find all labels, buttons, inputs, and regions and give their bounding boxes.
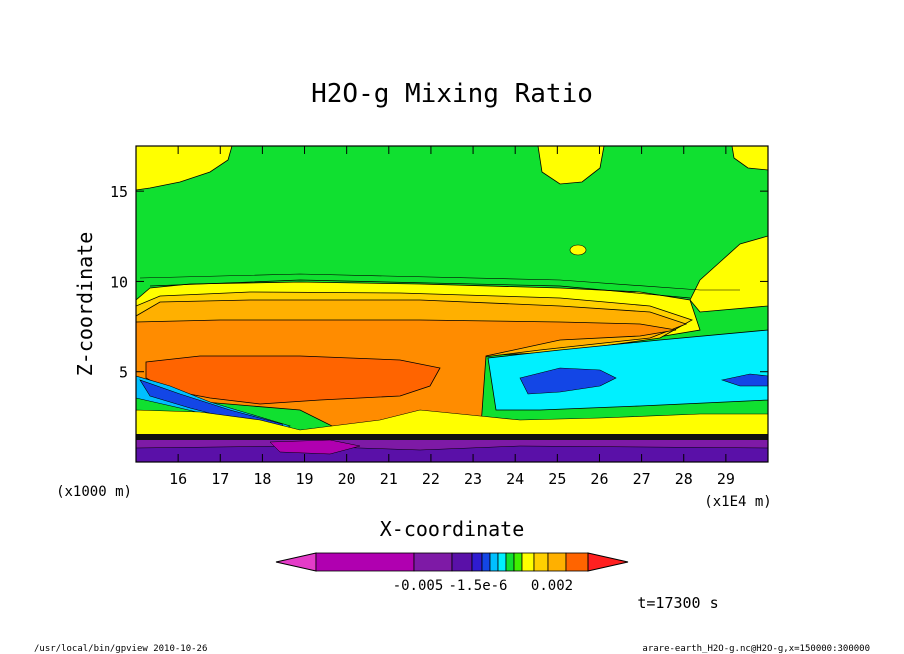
colorbar-segment-10 [533, 552, 549, 572]
colorbar-segment-8 [513, 552, 523, 572]
colorbar-segment-0 [315, 552, 415, 572]
y-tick-label-2: 15 [110, 183, 128, 201]
x-tick-label-12: 28 [675, 470, 693, 488]
contour-small-yellow [569, 244, 587, 256]
contour-boundary-violet [269, 439, 361, 455]
contour-blue-patch [519, 367, 617, 395]
colorbar-segment-3 [471, 552, 483, 572]
footer-left: /usr/local/bin/gpview 2010-10-26 [34, 644, 207, 654]
colorbar-label-2: 0.002 [531, 578, 573, 594]
colorbar-segment-12 [565, 552, 589, 572]
colorbar-segment-9 [521, 552, 535, 572]
x-tick-label-7: 23 [464, 470, 482, 488]
x-tick-label-11: 27 [633, 470, 651, 488]
time-label: t=17300 s [637, 594, 718, 612]
contour-blue-right [720, 373, 768, 387]
colorbar-left-arrow [275, 552, 317, 572]
colorbar-segment-7 [505, 552, 515, 572]
y-tick-label-1: 10 [110, 273, 128, 291]
contour-right-yellow [689, 235, 768, 313]
y-axis-label: Z-coordinate [73, 232, 97, 377]
x-tick-label-8: 24 [506, 470, 524, 488]
x-axis-unit: (x1E4 m) [704, 494, 771, 510]
colorbar-segment-4 [481, 552, 491, 572]
chart-title: H2O-g Mixing Ratio [311, 79, 593, 109]
x-tick-label-9: 25 [548, 470, 566, 488]
colorbar-label-1: -1.5e-6 [448, 578, 507, 594]
colorbar [275, 552, 629, 572]
x-tick-label-10: 26 [590, 470, 608, 488]
contour-field [136, 146, 768, 462]
contour-lower-yellow [136, 409, 768, 437]
x-tick-label-5: 21 [380, 470, 398, 488]
x-axis-label: X-coordinate [380, 517, 525, 541]
x-tick-label-4: 20 [338, 470, 356, 488]
x-tick-label-6: 22 [422, 470, 440, 488]
y-axis: 5 10 15 [110, 183, 768, 382]
contour-surface-line [136, 434, 768, 440]
colorbar-segment-2 [451, 552, 473, 572]
colorbar-right-arrow [587, 552, 629, 572]
x-tick-label-3: 19 [296, 470, 314, 488]
x-axis: 16 17 18 19 20 21 22 23 24 25 26 27 28 29 [169, 146, 735, 488]
y-axis-unit: (x1000 m) [56, 484, 132, 500]
colorbar-segment-1 [413, 552, 453, 572]
colorbar-segment-11 [547, 552, 567, 572]
contour-upper-left-yellow [136, 146, 233, 191]
colorbar-labels: -0.005 -1.5e-6 0.002 [393, 578, 573, 594]
plot-frame [135, 145, 769, 463]
colorbar-segment-5 [489, 552, 499, 572]
x-tick-label-13: 29 [717, 470, 735, 488]
contour-upper-mid-yellow [537, 146, 605, 185]
contour-upper-right-yellow [731, 146, 768, 171]
x-tick-label-0: 16 [169, 470, 187, 488]
colorbar-segment-6 [497, 552, 507, 572]
colorbar-label-0: -0.005 [393, 578, 444, 594]
y-tick-label-0: 5 [119, 364, 128, 382]
footer-right: arare-earth_H2O-g.nc@H2O-g,x=150000:3000… [642, 644, 870, 654]
x-tick-label-2: 18 [253, 470, 271, 488]
x-tick-label-1: 17 [211, 470, 229, 488]
